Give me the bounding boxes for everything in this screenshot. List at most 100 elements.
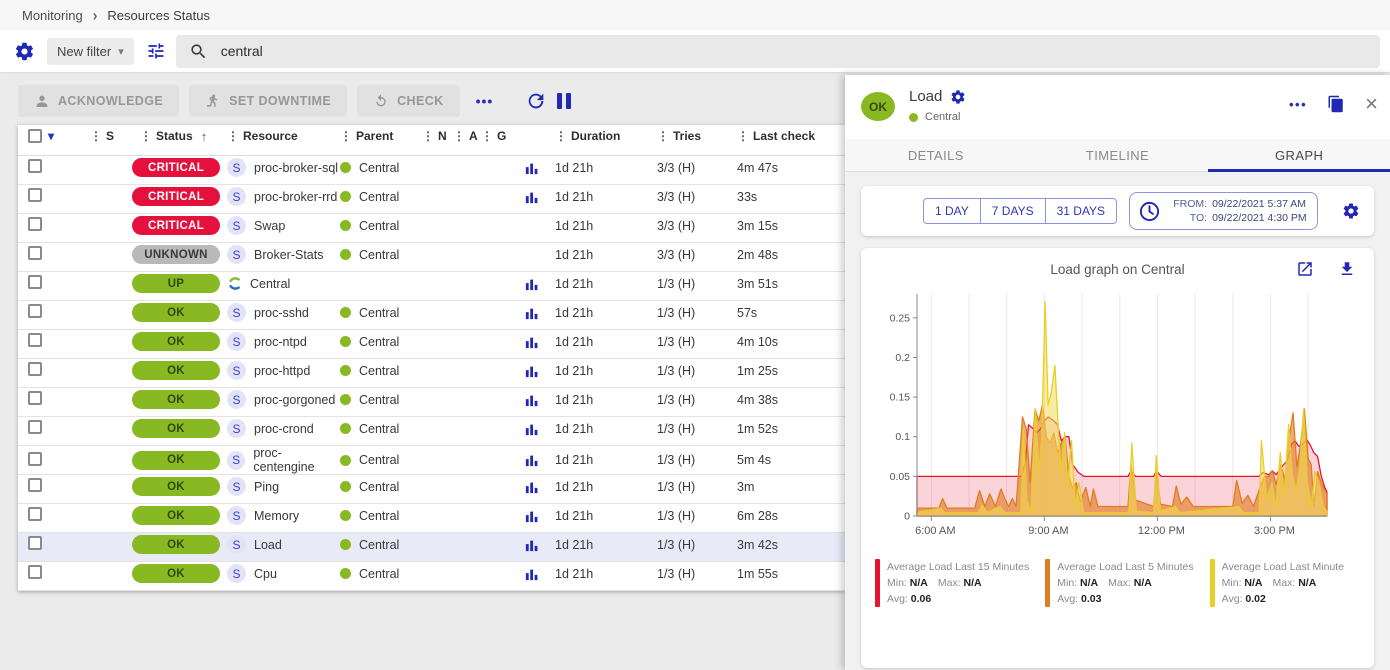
resource-name[interactable]: proc-crond <box>254 421 314 436</box>
resource-name[interactable]: Cpu <box>254 566 277 581</box>
table-row[interactable]: OK S Memory Central 1d 21h 1/3 (H) 6m 28s <box>18 504 845 533</box>
resource-name[interactable]: proc-sshd <box>254 305 309 320</box>
load-chart[interactable]: 0 0.05 0.1 0.15 0.2 0.25 6:00 AM 9:00 AM 12:00 P… <box>865 286 1370 548</box>
resource-name[interactable]: proc-broker-rrd <box>254 189 338 204</box>
parent-name[interactable]: Central <box>359 537 400 552</box>
resource-name[interactable]: Broker-Stats <box>254 247 324 262</box>
resource-name[interactable]: proc-broker-sql <box>254 160 339 175</box>
copy-link-icon[interactable] <box>1327 95 1345 113</box>
graph-icon[interactable] <box>525 161 539 175</box>
resource-name[interactable]: proc-centengine <box>253 446 315 474</box>
breadcrumb-item-monitoring[interactable]: Monitoring <box>22 7 83 23</box>
open-in-new-icon[interactable] <box>1296 260 1314 278</box>
filters-gear-icon[interactable] <box>14 41 35 62</box>
custom-time-range-picker[interactable]: FROM: 09/22/2021 5:37 AM TO: 09/22/2021 4:… <box>1129 192 1318 230</box>
graph-icon[interactable] <box>525 538 539 552</box>
check-button[interactable]: CHECK <box>357 85 460 117</box>
resource-name[interactable]: Swap <box>254 218 286 233</box>
table-row[interactable]: OK S Load Central 1d 21h 1/3 (H) 3m 42s <box>18 533 845 562</box>
row-checkbox[interactable] <box>28 362 42 377</box>
parent-name[interactable]: Central <box>359 421 400 436</box>
parent-name[interactable]: Central <box>359 218 400 233</box>
table-row[interactable]: CRITICAL S Swap Central 1d 21h 3/3 (H) 3m… <box>18 214 845 243</box>
table-row[interactable]: OK S Cpu Central 1d 21h 1/3 (H) 1m 55s <box>18 562 845 591</box>
select-all-checkbox[interactable] <box>28 129 42 144</box>
column-header-last-check[interactable]: ⋮ Last check <box>737 129 816 144</box>
row-checkbox[interactable] <box>28 217 42 232</box>
table-row[interactable]: UNKNOWN S Broker-Stats Central 1d 21h 3/3… <box>18 243 845 272</box>
resource-name[interactable]: Ping <box>254 479 280 494</box>
graph-icon[interactable] <box>525 335 539 349</box>
graph-icon[interactable] <box>525 393 539 407</box>
resource-settings-gear-icon[interactable] <box>950 89 966 105</box>
more-actions-button[interactable]: ••• <box>470 89 500 113</box>
table-row[interactable]: UP Central 1d 21h 1/3 (H) 3m 51s <box>18 272 845 301</box>
resource-name[interactable]: proc-gorgoned <box>254 392 336 407</box>
row-checkbox[interactable] <box>28 333 42 348</box>
row-checkbox[interactable] <box>28 451 42 466</box>
parent-name[interactable]: Central <box>359 247 400 262</box>
graph-icon[interactable] <box>525 306 539 320</box>
row-checkbox[interactable] <box>28 478 42 493</box>
row-checkbox[interactable] <box>28 420 42 435</box>
resource-name[interactable]: Load <box>254 537 282 552</box>
legend-item[interactable]: Average Load Last 15 Minutes Min: N/A Max:… <box>875 559 1029 607</box>
graph-icon[interactable] <box>525 190 539 204</box>
row-checkbox[interactable] <box>28 507 42 522</box>
breadcrumb-item-resources-status[interactable]: Resources Status <box>107 7 210 23</box>
table-row[interactable]: OK S Ping Central 1d 21h 1/3 (H) 3m <box>18 475 845 504</box>
row-checkbox[interactable] <box>28 246 42 261</box>
column-header-tries[interactable]: ⋮ Tries <box>657 129 702 144</box>
resource-name[interactable]: proc-ntpd <box>254 334 307 349</box>
legend-item[interactable]: Average Load Last 5 Minutes Min: N/A Max: … <box>1045 559 1194 607</box>
pause-icon[interactable] <box>557 93 572 109</box>
row-checkbox[interactable] <box>28 536 42 551</box>
legend-item[interactable]: Average Load Last Minute Min: N/A Max: N/A… <box>1209 559 1344 607</box>
column-header-n[interactable]: ⋮ N <box>422 129 447 144</box>
parent-name[interactable]: Central <box>359 392 400 407</box>
parent-name[interactable]: Central <box>359 160 400 175</box>
resource-name[interactable]: Central <box>250 276 291 291</box>
advanced-filters-icon[interactable] <box>146 41 166 61</box>
graph-icon[interactable] <box>525 567 539 581</box>
tab-timeline[interactable]: TIMELINE <box>1085 147 1150 163</box>
select-menu-caret-icon[interactable]: ▾ <box>48 129 55 144</box>
row-checkbox[interactable] <box>28 391 42 406</box>
parent-name[interactable]: Central <box>359 305 400 320</box>
row-checkbox[interactable] <box>28 565 42 580</box>
parent-name[interactable]: Central <box>359 508 400 523</box>
refresh-icon[interactable] <box>525 90 547 112</box>
row-checkbox[interactable] <box>28 304 42 319</box>
parent-name[interactable]: Central <box>359 453 400 467</box>
search-input[interactable]: central <box>175 34 1380 68</box>
parent-name[interactable]: Central <box>359 363 400 378</box>
graph-options-gear-icon[interactable] <box>1342 202 1360 220</box>
row-checkbox[interactable] <box>28 159 42 174</box>
graph-icon[interactable] <box>525 480 539 494</box>
download-icon[interactable] <box>1338 260 1356 278</box>
graph-icon[interactable] <box>525 509 539 523</box>
panel-more-actions-icon[interactable]: ••• <box>1288 96 1308 112</box>
resource-name[interactable]: Memory <box>254 508 300 523</box>
column-header-parent[interactable]: ⋮ Parent <box>340 129 394 144</box>
range-button-7-days[interactable]: 7 DAYS <box>979 198 1046 224</box>
parent-name[interactable]: Central <box>359 566 400 581</box>
column-header-g[interactable]: ⋮ G <box>481 129 507 144</box>
column-header-severity[interactable]: ⋮ S <box>90 129 115 144</box>
new-filter-dropdown[interactable]: New filter ▾ <box>47 37 134 65</box>
parent-name[interactable]: Central <box>359 479 400 494</box>
graph-icon[interactable] <box>525 364 539 378</box>
column-header-duration[interactable]: ⋮ Duration <box>555 129 621 144</box>
range-button-31-days[interactable]: 31 DAYS <box>1044 198 1118 224</box>
parent-name[interactable]: Central <box>359 334 400 349</box>
tab-graph[interactable]: GRAPH <box>1208 139 1390 172</box>
set-downtime-button[interactable]: SET DOWNTIME <box>189 85 348 117</box>
row-checkbox[interactable] <box>28 188 42 203</box>
